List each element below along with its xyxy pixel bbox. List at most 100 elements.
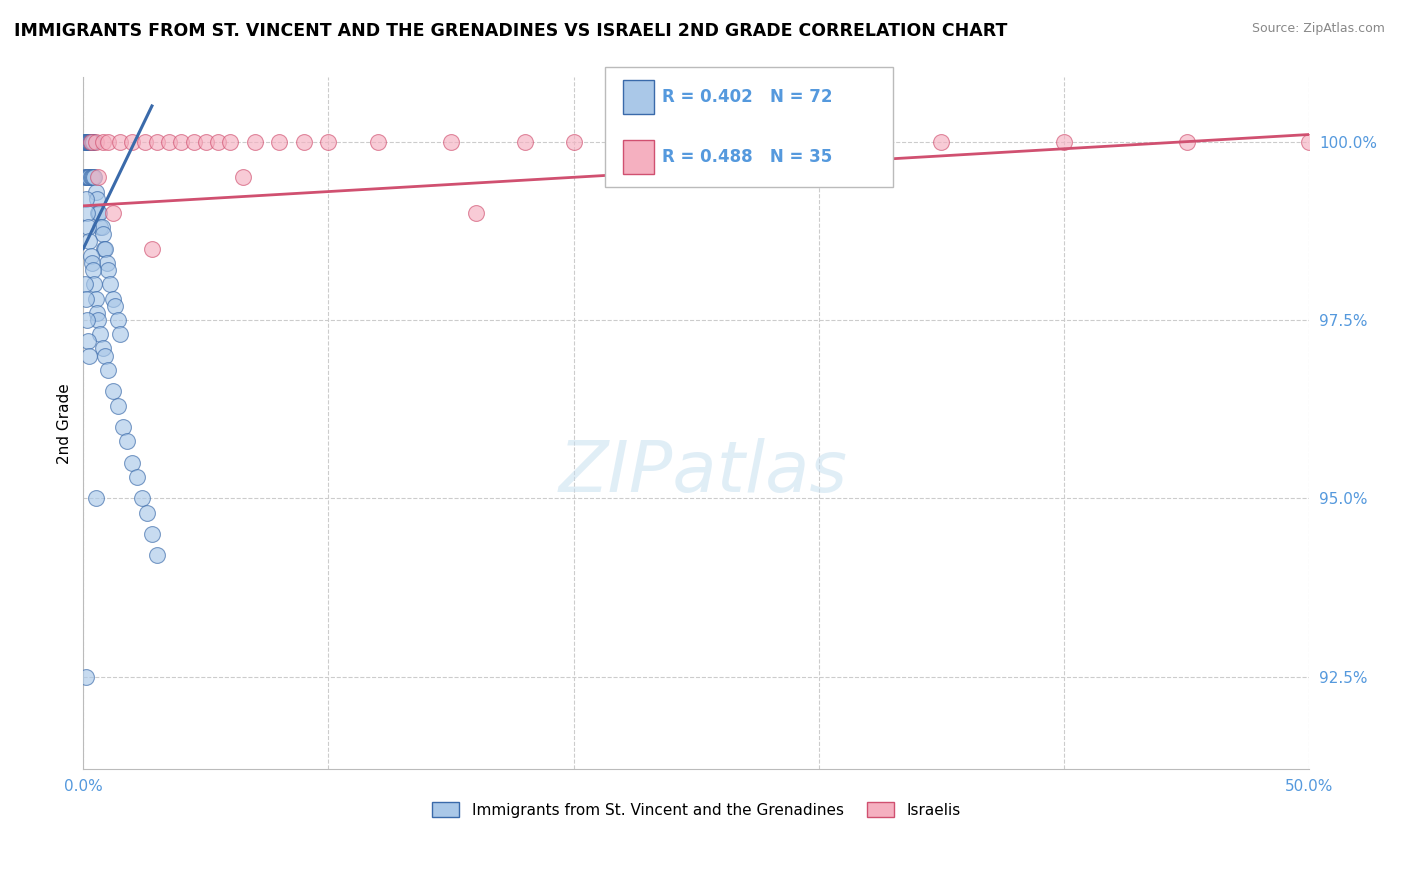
- Point: [79, 349, 101, 363]
- Point: [73, 170, 96, 185]
- Point: [79, 249, 101, 263]
- Point: [87, 313, 110, 327]
- Point: [76, 135, 98, 149]
- Point: [82, 135, 104, 149]
- Text: ZIPatlas: ZIPatlas: [558, 438, 848, 508]
- Point: [1175, 135, 1198, 149]
- Point: [77, 135, 100, 149]
- Point: [80, 135, 103, 149]
- Point: [141, 242, 163, 256]
- Point: [79, 170, 101, 185]
- Point: [104, 299, 127, 313]
- Point: [562, 135, 585, 149]
- Point: [84, 292, 107, 306]
- Point: [194, 135, 217, 149]
- Text: IMMIGRANTS FROM ST. VINCENT AND THE GRENADINES VS ISRAELI 2ND GRADE CORRELATION : IMMIGRANTS FROM ST. VINCENT AND THE GREN…: [14, 22, 1008, 40]
- Point: [77, 334, 100, 349]
- Point: [127, 470, 149, 484]
- Point: [157, 135, 180, 149]
- Point: [75, 669, 97, 683]
- Point: [183, 135, 205, 149]
- Point: [219, 135, 242, 149]
- Point: [89, 327, 111, 342]
- Point: [91, 135, 114, 149]
- Point: [146, 549, 169, 563]
- Point: [91, 342, 114, 356]
- Point: [91, 227, 114, 242]
- Point: [121, 456, 143, 470]
- Point: [136, 506, 159, 520]
- Point: [612, 135, 634, 149]
- Point: [94, 349, 117, 363]
- Point: [75, 135, 97, 149]
- Point: [97, 135, 120, 149]
- Point: [76, 135, 98, 149]
- Point: [101, 206, 124, 220]
- Point: [440, 135, 463, 149]
- Text: R = 0.488   N = 35: R = 0.488 N = 35: [662, 148, 832, 166]
- Point: [107, 399, 129, 413]
- Point: [207, 135, 229, 149]
- Point: [77, 135, 100, 149]
- Point: [367, 135, 389, 149]
- Point: [243, 135, 266, 149]
- Point: [131, 491, 153, 506]
- Point: [83, 170, 105, 185]
- Point: [79, 135, 101, 149]
- Point: [96, 256, 118, 270]
- Point: [1298, 135, 1320, 149]
- Point: [101, 292, 124, 306]
- Point: [75, 170, 97, 185]
- Point: [82, 135, 104, 149]
- Point: [292, 135, 315, 149]
- Point: [93, 242, 115, 256]
- Point: [108, 327, 131, 342]
- Point: [269, 135, 291, 149]
- Point: [75, 292, 97, 306]
- Legend: Immigrants from St. Vincent and the Grenadines, Israelis: Immigrants from St. Vincent and the Gren…: [426, 796, 967, 824]
- Point: [73, 277, 96, 292]
- Text: R = 0.402   N = 72: R = 0.402 N = 72: [662, 88, 832, 106]
- Point: [146, 135, 169, 149]
- Point: [117, 434, 139, 449]
- Point: [759, 135, 782, 149]
- Point: [87, 206, 110, 220]
- Point: [97, 363, 120, 377]
- Point: [80, 256, 103, 270]
- Point: [76, 313, 98, 327]
- Point: [80, 170, 103, 185]
- Point: [94, 242, 117, 256]
- Point: [1053, 135, 1076, 149]
- Point: [87, 170, 110, 185]
- Point: [111, 420, 134, 434]
- Point: [80, 135, 103, 149]
- Point: [84, 185, 107, 199]
- Point: [82, 170, 104, 185]
- Point: [121, 135, 143, 149]
- Point: [232, 170, 254, 185]
- Point: [318, 135, 340, 149]
- Point: [170, 135, 193, 149]
- Point: [82, 263, 104, 277]
- Point: [807, 135, 830, 149]
- Point: [83, 277, 105, 292]
- Point: [97, 263, 120, 277]
- Point: [75, 135, 97, 149]
- Point: [513, 135, 536, 149]
- Point: [464, 206, 486, 220]
- Point: [77, 170, 100, 185]
- Y-axis label: 2nd Grade: 2nd Grade: [58, 383, 72, 464]
- Text: Source: ZipAtlas.com: Source: ZipAtlas.com: [1251, 22, 1385, 36]
- Point: [79, 170, 101, 185]
- Point: [73, 135, 96, 149]
- Point: [931, 135, 953, 149]
- Point: [76, 206, 98, 220]
- Point: [79, 235, 101, 249]
- Point: [79, 135, 101, 149]
- Point: [75, 192, 97, 206]
- Point: [685, 135, 707, 149]
- Point: [89, 220, 111, 235]
- Point: [75, 135, 97, 149]
- Point: [86, 306, 108, 320]
- Point: [79, 135, 101, 149]
